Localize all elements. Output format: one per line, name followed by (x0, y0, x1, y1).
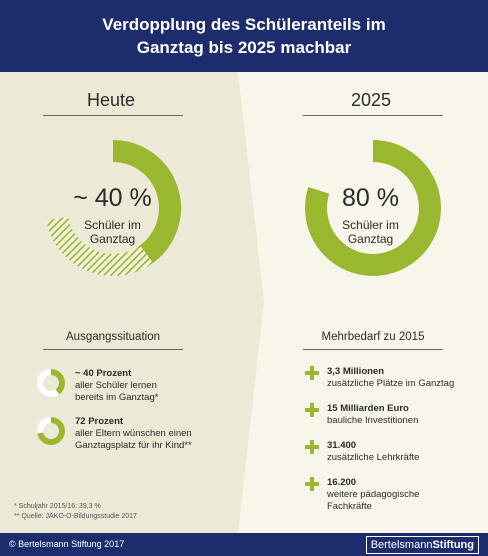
heute-slice-1 (46, 216, 153, 276)
right-item-2-bold: 15 Milliarden Euro (327, 403, 409, 414)
brand-logo: BertelsmannStiftung (365, 536, 479, 554)
right-item-2: 15 Milliarden Euro bauliche Investitione… (327, 403, 477, 427)
right-big-value: 80 % (342, 184, 399, 212)
donut-chart-heute (46, 140, 181, 276)
left-panel-arrow (0, 72, 264, 533)
right-item-4: 16.200 weitere pädagogische Fachkräfte (327, 477, 477, 513)
right-section-rule (303, 349, 443, 350)
right-sub-line-2: Ganztag (347, 232, 394, 246)
brand-logo-part-1: Bertelsmann (370, 539, 433, 551)
plus-icon (305, 366, 319, 380)
page-title: Verdopplung des Schüleranteils im Ganzta… (0, 13, 488, 59)
left-item-1-line-1: aller Schüler lernen (75, 380, 157, 391)
right-item-4-bold: 16.200 (327, 477, 357, 488)
copyright-text: © Bertelsmann Stiftung 2017 (9, 539, 125, 549)
mini-donut-72-icon (37, 417, 65, 445)
mini-40-fill (50, 369, 65, 395)
plus-icon (305, 403, 319, 417)
left-item-1-line-2: bereits im Ganztag* (75, 392, 159, 403)
mini-donut-40-icon (37, 369, 65, 397)
title-line-1: Verdopplung des Schüleranteils im (102, 15, 386, 34)
left-item-2-line-1: aller Eltern wünschen einen (75, 428, 192, 439)
left-item-1-bold: ~ 40 Prozent (75, 368, 132, 379)
right-item-3: 31.400 zusätzliche Lehrkräfte (327, 440, 477, 464)
left-item-2-line-2: Ganztagsplatz für ihr Kind** (75, 440, 192, 451)
plus-icon (305, 440, 319, 454)
right-column-title: 2025 (350, 90, 392, 110)
zukunft-slice-0 (305, 140, 441, 276)
brand-logo-part-2: Stiftung (432, 539, 474, 551)
left-column-title: Heute (86, 90, 136, 110)
plus-icon (305, 477, 319, 491)
left-title-rule (43, 115, 183, 116)
title-line-2: Ganztag bis 2025 machbar (136, 38, 352, 57)
right-item-3-bold: 31.400 (327, 440, 357, 451)
right-item-4-line-1: weitere pädagogische (327, 489, 420, 500)
left-big-value: ~ 40 % (73, 184, 152, 212)
right-section-title: Mehrbedarf zu 2015 (321, 331, 425, 343)
footer-bar: © Bertelsmann Stiftung 2017 BertelsmannS… (0, 533, 488, 556)
right-item-4-line-2: Fachkräfte (327, 501, 372, 512)
left-section-title: Ausgangssituation (66, 331, 160, 343)
right-title-rule (303, 115, 443, 116)
right-item-1-line-1: zusätzliche Plätze im Ganztag (327, 378, 455, 389)
footnote-1: * Schuljahr 2015/16: 39,3 % (14, 503, 101, 510)
right-item-1: 3,3 Millionen zusätzliche Plätze im Ganz… (327, 366, 477, 390)
left-item-2-bold: 72 Prozent (75, 416, 124, 427)
footnotes: * Schuljahr 2015/16: 39,3 % ** Quelle: J… (14, 502, 137, 522)
left-item-2: 72 Prozent aller Eltern wünschen einen G… (75, 416, 235, 452)
left-sub-line-1: Schüler im (84, 218, 141, 232)
right-item-3-line-1: zusätzliche Lehrkräfte (327, 452, 420, 463)
right-sub-line-1: Schüler im (342, 218, 399, 232)
right-item-1-bold: 3,3 Millionen (327, 366, 385, 377)
header-banner: Verdopplung des Schüleranteils im Ganzta… (0, 0, 488, 72)
left-section-rule (43, 349, 183, 350)
left-sub-line-2: Ganztag (89, 232, 136, 246)
right-item-2-line-1: bauliche Investitionen (327, 415, 419, 426)
donut-chart-2025 (305, 140, 441, 276)
left-item-1: ~ 40 Prozent aller Schüler lernen bereit… (75, 368, 235, 404)
heute-slice-0 (112, 140, 181, 264)
footnote-2: ** Quelle: JAKO-O-Bildungsstudie 2017 (14, 513, 137, 520)
background-panels (0, 72, 488, 533)
mini-72-fill (37, 417, 65, 445)
